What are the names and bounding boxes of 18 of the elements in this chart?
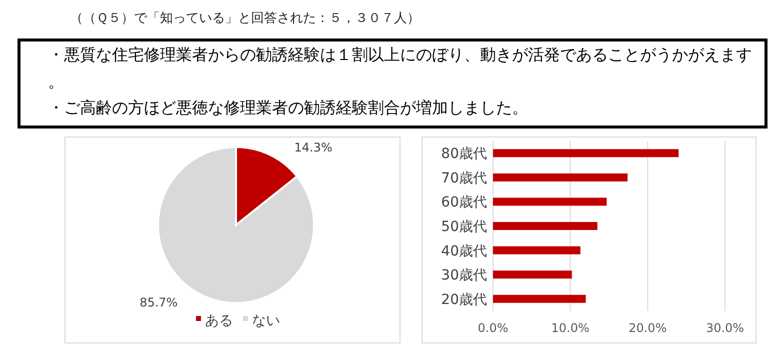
y-tick-label: 60歳代 [441,194,487,211]
x-tick-label: 20.0% [628,321,667,335]
y-tick-label: 30歳代 [441,268,487,284]
x-tick-label: 10.0% [551,321,590,335]
x-tick-label: 30.0% [706,321,744,335]
x-tick-label: 0.0% [478,321,508,335]
data-label: 14.3% [294,140,332,155]
data-label: 85.7% [140,295,178,310]
y-tick-label: 40歳代 [441,243,487,260]
y-tick-label: 70歳代 [441,170,487,186]
y-tick-label: 80歳代 [441,146,487,162]
text: （（Ｑ５）で「知っている」と回答された：５，３０７人） [70,11,420,26]
text: ・悪質な住宅修理業者からの勧誘経験は１割以上にのぼり、動きが活発であることがうかがえます。 [48,45,752,91]
y-tick-label: 50歳代 [441,219,487,235]
legend-label: ない [252,313,280,329]
y-tick-label: 20歳代 [441,292,487,308]
legend-label: ある [205,313,233,329]
text: ・ご高齢の方ほど悪徳な修理業者の勧誘経験割合が増加しました。 [48,98,528,117]
